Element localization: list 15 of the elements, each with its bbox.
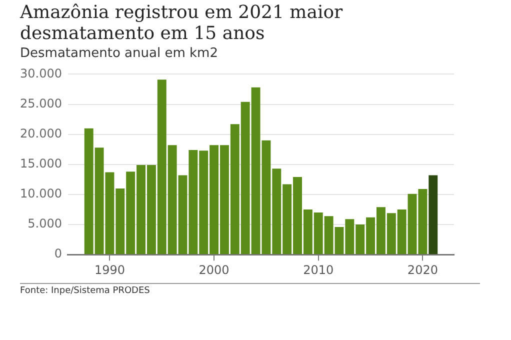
x-tick-label: 2010 <box>303 262 334 277</box>
y-tick-label: 10.000 <box>20 186 62 201</box>
bar <box>428 175 438 254</box>
x-tick-label: 2000 <box>198 262 230 277</box>
y-tick-label: 25.000 <box>20 96 62 110</box>
y-tick-label: 20.000 <box>20 126 62 140</box>
chart-title: Amazônia registrou em 2021 maior desmatamento em 15 anos <box>20 2 344 44</box>
y-tick-label: 5.000 <box>28 216 62 231</box>
y-tick-label: 15.000 <box>20 156 62 171</box>
source-note: Fonte: Inpe/Sistema PRODES <box>20 286 480 296</box>
chart-subtitle: Desmatamento anual em km2 <box>20 46 219 61</box>
y-tick-label: 0 <box>54 246 62 261</box>
x-tick-label: 1990 <box>94 262 125 277</box>
y-tick-label: 30.000 <box>20 66 62 80</box>
x-tick-label: 2020 <box>407 262 438 277</box>
